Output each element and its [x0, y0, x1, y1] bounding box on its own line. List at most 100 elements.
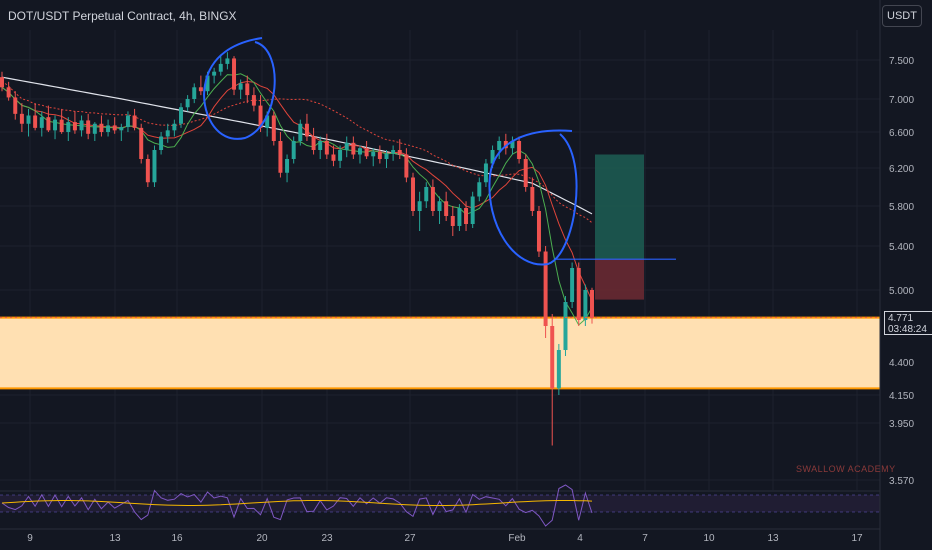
candle-body	[371, 151, 376, 157]
candle-body	[517, 141, 522, 159]
candle-body	[192, 87, 197, 99]
candle-body	[285, 159, 290, 173]
candle-body	[179, 107, 183, 124]
candle-body	[265, 115, 270, 128]
y-tick-label: 5.800	[889, 202, 914, 213]
candle-body	[245, 83, 250, 96]
candle-body	[570, 268, 575, 302]
candle-body	[258, 105, 263, 128]
current-price-label: 4.771	[888, 313, 914, 324]
ma-line-white	[1, 76, 593, 215]
candle-body	[450, 216, 455, 226]
candle-body	[53, 119, 58, 131]
candle-body	[550, 326, 555, 389]
candle-body	[6, 87, 11, 98]
candle-body	[391, 150, 396, 154]
ma-line-red-dotted	[1, 80, 593, 224]
candle-body	[490, 150, 495, 164]
support-zone	[0, 317, 880, 389]
candle-body	[99, 123, 104, 132]
oscillator-line	[1, 484, 593, 527]
candle-body	[497, 141, 502, 150]
candle-body	[457, 208, 462, 226]
highlight-circle-right	[488, 129, 578, 266]
candle-body	[86, 120, 91, 134]
candle-body	[444, 201, 449, 216]
candle-body	[0, 77, 4, 88]
y-tick-label: 3.950	[889, 419, 914, 430]
candle-body	[132, 115, 137, 128]
candle-body	[530, 187, 535, 211]
x-tick-label: 20	[256, 533, 268, 544]
bar-countdown-label: 03:48:24	[888, 324, 927, 335]
candle-body	[59, 119, 64, 132]
candle-body	[106, 125, 111, 132]
candle-body	[384, 153, 389, 159]
candle-body	[291, 141, 296, 159]
candle-body	[583, 290, 588, 320]
candle-body	[563, 302, 568, 350]
candle-body	[417, 201, 422, 211]
candle-body	[351, 142, 356, 155]
candle-body	[112, 125, 117, 131]
candle-body	[483, 163, 488, 183]
candle-body	[198, 87, 203, 92]
candle-body	[165, 130, 170, 137]
candle-body	[424, 187, 429, 202]
candle-body	[470, 196, 475, 224]
candle-body	[510, 141, 515, 149]
watermark: SWALLOW ACADEMY	[796, 464, 896, 474]
x-tick-label: 23	[321, 533, 333, 544]
oscillator-signal-line	[1, 500, 593, 506]
candle-body	[92, 123, 97, 134]
candle-body	[464, 208, 469, 224]
y-tick-label: 7.000	[889, 95, 914, 106]
candle-body	[278, 141, 283, 173]
candle-body	[218, 63, 223, 72]
candle-body	[66, 122, 71, 132]
y-tick-label: 4.150	[889, 391, 914, 402]
candle-body	[304, 123, 309, 137]
candle-body	[477, 182, 482, 197]
x-tick-label: 7	[642, 533, 648, 544]
candle-body	[318, 141, 323, 150]
current-price-tag: 4.771 03:48:24	[884, 311, 932, 335]
x-tick-label: 27	[404, 533, 416, 544]
candle-body	[397, 150, 402, 155]
x-tick-label: 9	[27, 533, 33, 544]
ma-line-red	[1, 80, 593, 301]
candle-body	[125, 115, 130, 128]
currency-button[interactable]: USDT	[882, 5, 922, 27]
candle-body	[543, 251, 548, 326]
candle-body	[523, 159, 528, 187]
candle-body	[225, 58, 230, 64]
candle-body	[364, 148, 369, 157]
ma-line-green	[1, 73, 593, 326]
stop-loss-box	[595, 259, 644, 300]
candle-body	[139, 127, 144, 159]
x-tick-label: 16	[171, 533, 183, 544]
candle-body	[344, 142, 349, 150]
candle-body	[185, 99, 190, 108]
candle-body	[26, 115, 31, 124]
candle-body	[311, 136, 316, 150]
candle-body	[46, 117, 51, 131]
highlight-circle-left	[203, 37, 276, 140]
candle-body	[119, 127, 124, 131]
y-tick-label: 7.500	[889, 56, 914, 67]
candle-body	[172, 123, 177, 131]
candle-body	[232, 58, 237, 90]
candle-body	[159, 136, 164, 150]
oscillator-band	[0, 495, 880, 512]
candle-body	[357, 148, 362, 155]
candle-body	[79, 120, 84, 131]
y-tick-label: 5.400	[889, 242, 914, 253]
candle-body	[39, 117, 44, 128]
chart-title: DOT/USDT Perpetual Contract, 4h, BINGX	[8, 9, 237, 23]
candle-body	[145, 159, 150, 183]
candle-body	[430, 187, 435, 211]
candle-body	[324, 141, 329, 155]
y-tick-label: 6.200	[889, 164, 914, 175]
x-tick-label: 13	[767, 533, 779, 544]
